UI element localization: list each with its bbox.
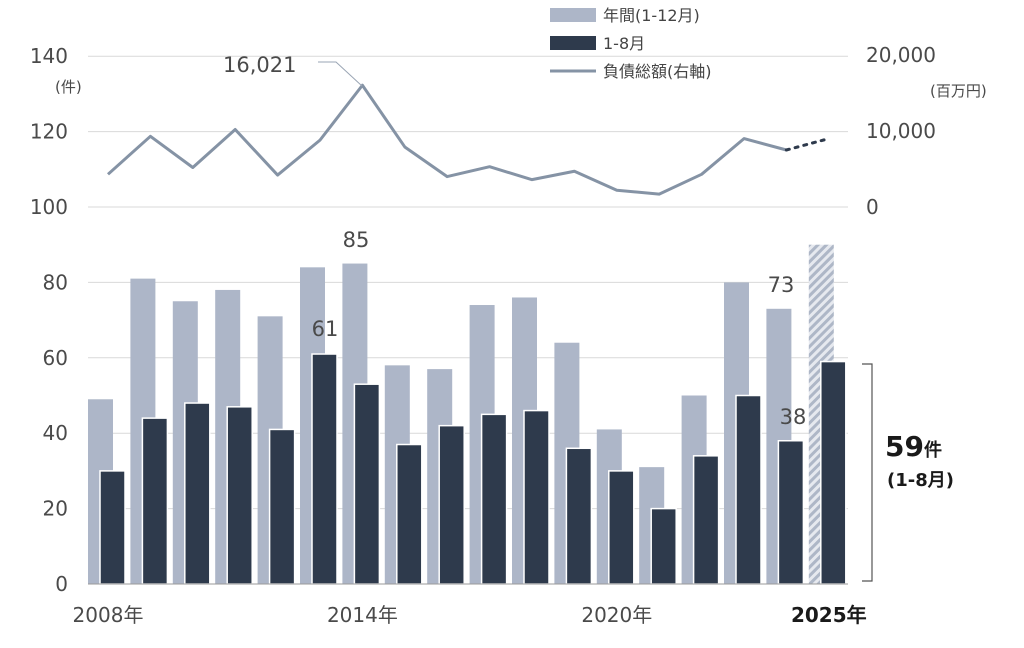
callout-period: (1-8月) xyxy=(887,470,954,491)
callout-bracket xyxy=(862,363,873,582)
x-tick-label: 2014年 xyxy=(327,603,398,627)
bar-jan-aug-2015 xyxy=(396,443,423,585)
right-axis-unit: (百万円) xyxy=(930,82,987,100)
peak-line-label: 16,021 xyxy=(223,53,296,77)
legend-swatch-annual xyxy=(550,8,596,22)
axes: 0 20 40 60 80 100 120 140 0 10,000 20,000 2008年 2014… xyxy=(30,43,936,627)
bar-jan-aug-2023 xyxy=(735,394,762,585)
bar-jan-aug-2017 xyxy=(480,413,508,585)
label-2013-jan-aug: 61 xyxy=(312,317,339,341)
bar-jan-aug-2020 xyxy=(608,470,635,585)
debt-line-series xyxy=(106,83,787,196)
bar-jan-aug-2013 xyxy=(311,353,338,585)
bar-jan-aug-2008 xyxy=(99,470,126,585)
x-tick-label: 2025年 xyxy=(791,603,867,627)
x-tick-label: 2020年 xyxy=(581,603,652,627)
left-tick-label: 20 xyxy=(43,497,68,521)
label-2014-total: 85 xyxy=(343,228,370,252)
left-tick-label: 120 xyxy=(30,120,68,144)
label-2024-total: 73 xyxy=(768,273,795,297)
bar-jan-aug-2014 xyxy=(353,383,381,585)
x-tick-label: 2008年 xyxy=(73,603,144,627)
legend-label-debt: 負債総額(右軸) xyxy=(603,62,712,81)
peak-leader-line xyxy=(318,61,363,87)
callout-value: 59 xyxy=(885,430,924,463)
left-tick-label: 140 xyxy=(30,44,68,68)
bar-jan-aug-2010 xyxy=(184,402,211,585)
bar-jan-aug-2019 xyxy=(565,447,593,585)
right-tick-label: 10,000 xyxy=(866,119,936,143)
legend-label-annual: 年間(1-12月) xyxy=(603,6,700,25)
bar-jan-aug-2009 xyxy=(141,417,169,585)
bar-jan-aug-2018 xyxy=(523,409,550,585)
bar-jan-aug-2025 xyxy=(820,360,847,585)
left-tick-label: 40 xyxy=(43,421,68,445)
bar-jan-aug-2016 xyxy=(438,424,465,585)
callout-unit: 件 xyxy=(924,439,942,461)
legend: 年間(1-12月) 1-8月 負債総額(右軸) xyxy=(550,6,712,81)
left-axis-unit: (件) xyxy=(55,78,82,96)
bar-jan-aug-2022 xyxy=(692,455,720,585)
debt-line xyxy=(106,83,831,196)
bar-jan-aug-2011 xyxy=(226,406,253,585)
left-tick-label: 100 xyxy=(30,195,68,219)
bar-jan-aug-2021 xyxy=(650,507,677,585)
bar-jan-aug-2012 xyxy=(268,428,296,585)
legend-swatch-jan-aug xyxy=(550,36,596,50)
right-tick-label: 20,000 xyxy=(866,43,936,67)
callout-text: 59件 xyxy=(885,430,942,463)
left-tick-label: 0 xyxy=(55,572,68,596)
bar-jan-aug-2024 xyxy=(777,439,805,585)
left-tick-label: 80 xyxy=(43,270,68,294)
label-2024-jan-aug: 38 xyxy=(780,405,807,429)
grid-lines xyxy=(88,55,848,585)
legend-label-jan-aug: 1-8月 xyxy=(603,34,645,53)
right-tick-label: 0 xyxy=(866,195,879,219)
debt-line-projection xyxy=(784,137,831,152)
bars xyxy=(88,244,847,585)
left-tick-label: 60 xyxy=(43,346,68,370)
